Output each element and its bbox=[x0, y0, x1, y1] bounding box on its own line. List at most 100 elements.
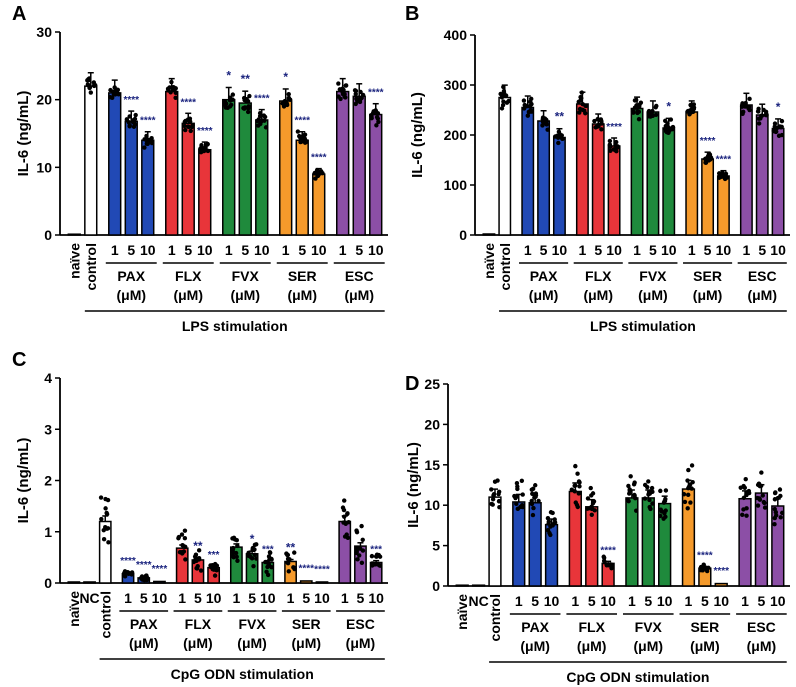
data-point bbox=[358, 89, 363, 95]
data-point bbox=[744, 492, 749, 498]
data-point bbox=[355, 557, 360, 562]
y-tick-label: 25 bbox=[424, 376, 440, 392]
data-point bbox=[686, 467, 691, 473]
data-point bbox=[723, 171, 729, 176]
data-point bbox=[519, 478, 525, 483]
data-point bbox=[747, 96, 752, 102]
x-tick-label: 1 bbox=[287, 590, 295, 606]
x-tick-label: 1 bbox=[111, 242, 119, 258]
data-point bbox=[658, 507, 664, 512]
data-point bbox=[87, 85, 93, 90]
x-tick-label: 5 bbox=[248, 590, 256, 606]
data-point bbox=[545, 515, 551, 521]
data-point bbox=[125, 569, 130, 575]
data-point bbox=[198, 150, 204, 155]
stimulation-label: LPS stimulation bbox=[590, 318, 696, 334]
x-tick-label: control bbox=[487, 594, 503, 641]
data-point bbox=[318, 169, 324, 174]
data-point bbox=[740, 111, 745, 116]
data-point bbox=[354, 529, 360, 535]
data-point bbox=[691, 106, 697, 112]
data-point bbox=[627, 491, 632, 496]
x-tick-label: NC bbox=[468, 593, 488, 609]
data-point bbox=[340, 89, 345, 95]
data-point bbox=[144, 575, 149, 581]
bar bbox=[255, 119, 269, 236]
data-point bbox=[647, 491, 653, 496]
data-point bbox=[499, 106, 505, 111]
bar bbox=[685, 111, 699, 236]
bar bbox=[238, 102, 252, 236]
group-label: PAX bbox=[521, 619, 549, 635]
data-point bbox=[650, 113, 655, 118]
data-point bbox=[259, 119, 264, 124]
data-point bbox=[556, 140, 561, 146]
significance-stars: ** bbox=[286, 541, 296, 555]
x-tick-label: 5 bbox=[302, 590, 310, 606]
data-point bbox=[234, 554, 239, 559]
data-point bbox=[756, 109, 761, 114]
data-point bbox=[167, 85, 172, 90]
y-tick-label: 0 bbox=[459, 227, 467, 243]
bar bbox=[714, 582, 728, 587]
x-tick-label: 1 bbox=[339, 242, 347, 258]
data-point bbox=[772, 506, 777, 512]
data-point bbox=[744, 513, 749, 518]
group-label: FLX bbox=[185, 616, 212, 632]
x-tick-label: 10 bbox=[254, 242, 270, 258]
data-point bbox=[582, 108, 587, 113]
y-tick-label: 1 bbox=[44, 524, 52, 540]
data-point bbox=[649, 485, 655, 491]
data-point bbox=[756, 121, 762, 126]
data-point bbox=[338, 96, 343, 102]
data-point bbox=[235, 543, 240, 549]
group-unit: (μM) bbox=[230, 287, 260, 303]
data-point bbox=[663, 496, 668, 502]
group-label: ESC bbox=[346, 616, 375, 632]
data-point bbox=[490, 497, 496, 502]
bar bbox=[738, 497, 752, 587]
data-point bbox=[227, 104, 233, 109]
x-tick-label: 5 bbox=[140, 590, 148, 606]
data-point bbox=[282, 99, 288, 104]
data-point bbox=[585, 496, 591, 501]
bar bbox=[716, 175, 730, 236]
data-point bbox=[244, 97, 249, 102]
data-point bbox=[682, 499, 688, 505]
bar bbox=[338, 520, 352, 584]
panel-label: B bbox=[405, 3, 419, 25]
data-point bbox=[246, 550, 251, 556]
x-tick-label: 1 bbox=[688, 242, 696, 258]
significance-stars: **** bbox=[197, 126, 213, 137]
data-point bbox=[642, 496, 648, 501]
x-tick-label: 10 bbox=[368, 590, 384, 606]
group-label: PAX bbox=[130, 616, 158, 632]
data-point bbox=[198, 568, 204, 573]
significance-stars: **** bbox=[136, 560, 152, 571]
x-tick-label: 5 bbox=[758, 242, 766, 258]
data-point bbox=[212, 573, 218, 578]
data-point bbox=[719, 170, 725, 176]
stimulation-label: CpG ODN stimulation bbox=[566, 669, 709, 685]
data-point bbox=[647, 110, 653, 115]
significance-stars: **** bbox=[713, 566, 729, 577]
bar bbox=[198, 148, 212, 236]
data-point bbox=[127, 114, 132, 119]
data-point bbox=[688, 102, 693, 108]
data-point bbox=[359, 560, 365, 565]
data-point bbox=[632, 492, 637, 498]
bar bbox=[181, 122, 195, 236]
data-point bbox=[579, 90, 585, 95]
data-point bbox=[173, 90, 178, 96]
data-point bbox=[636, 116, 642, 122]
x-tick-label: 1 bbox=[579, 242, 587, 258]
x-tick-label: 10 bbox=[544, 593, 560, 609]
data-point bbox=[342, 520, 348, 525]
data-point bbox=[173, 95, 178, 101]
bar bbox=[369, 113, 383, 236]
x-tick-label: 5 bbox=[758, 593, 766, 609]
group-unit: (μM) bbox=[237, 635, 267, 651]
data-point bbox=[512, 493, 517, 499]
significance-stars: **** bbox=[254, 94, 270, 105]
x-tick-label: 1 bbox=[515, 593, 523, 609]
